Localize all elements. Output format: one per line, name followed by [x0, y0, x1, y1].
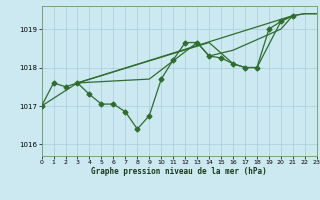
X-axis label: Graphe pression niveau de la mer (hPa): Graphe pression niveau de la mer (hPa) [91, 167, 267, 176]
